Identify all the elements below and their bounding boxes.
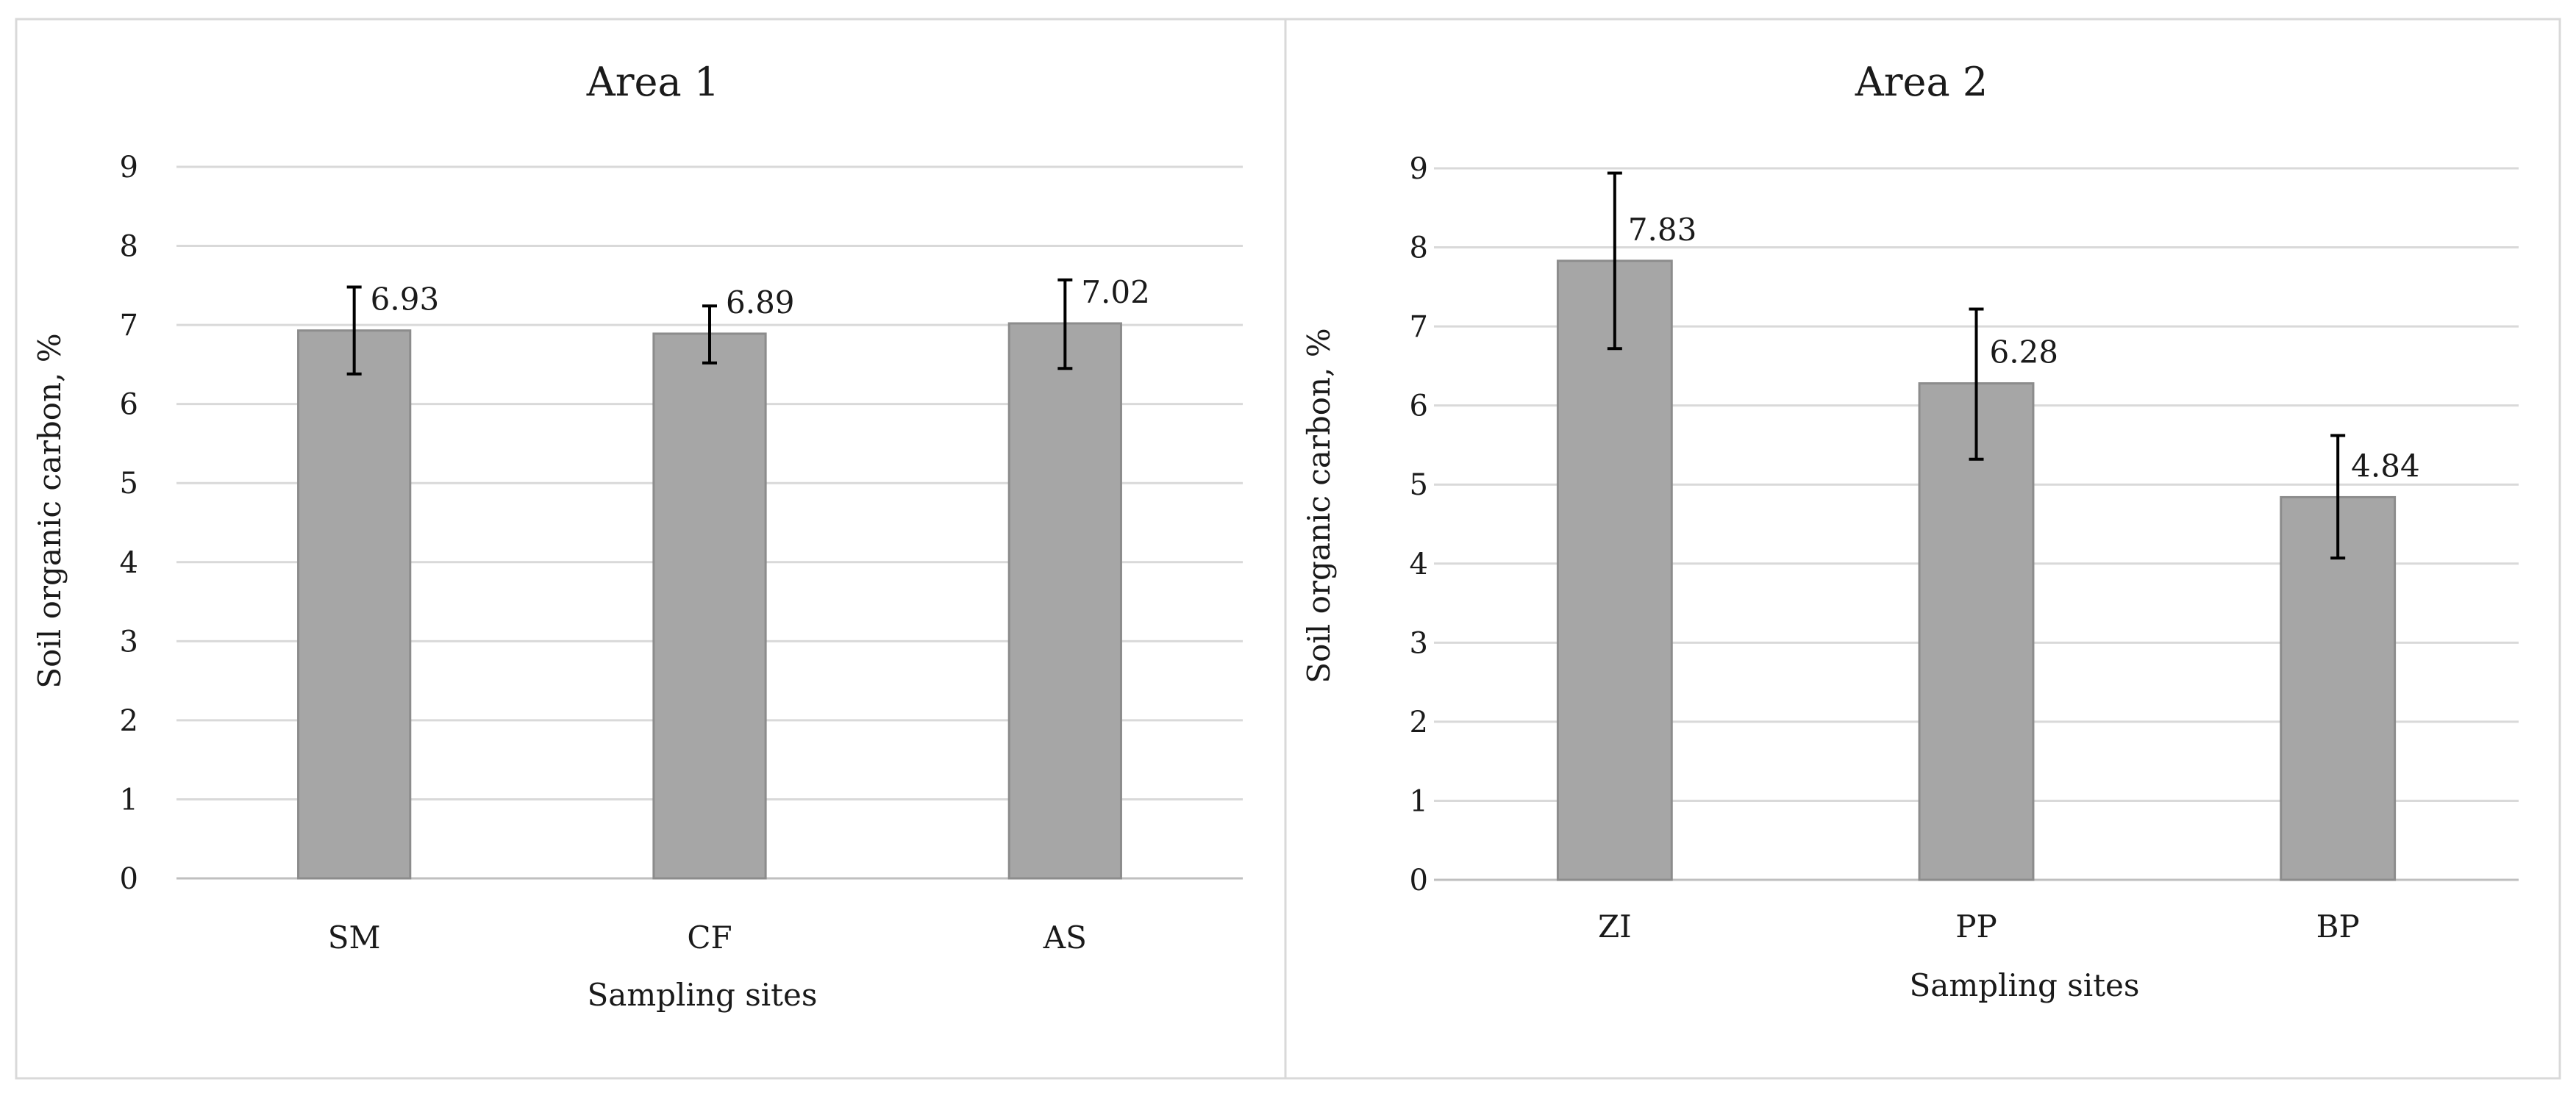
y-tick-label: 6 — [120, 388, 138, 422]
y-tick-label: 7 — [1410, 310, 1428, 344]
data-labels: 6.93 6.89 7.02 — [371, 274, 1150, 320]
bars — [297, 322, 1122, 880]
y-tick-label: 4 — [1410, 548, 1428, 581]
y-tick-label: 4 — [120, 546, 138, 580]
x-tick-label: AS — [1043, 920, 1087, 956]
bar — [652, 332, 767, 880]
y-tick-label: 5 — [120, 467, 138, 501]
chart-panel-area-1: Area 1 0 1 2 3 4 5 6 7 8 9 6.93 6.89 7.02 SM CF AS Sa… — [15, 18, 1287, 1080]
data-label: 7.83 — [1628, 212, 1697, 248]
x-axis-title: Sampling sites — [588, 977, 818, 1013]
x-tick-label: BP — [2316, 909, 2360, 945]
y-tick-label: 8 — [120, 230, 138, 264]
y-tick-label: 3 — [120, 625, 138, 659]
bar — [2280, 495, 2397, 881]
y-tick-label: 2 — [120, 704, 138, 738]
chart-title: Area 1 — [586, 59, 719, 105]
bar — [1918, 382, 2035, 881]
chart-title: Area 2 — [1855, 59, 1988, 105]
y-tick-label: 8 — [1410, 232, 1428, 265]
data-label: 6.93 — [371, 282, 440, 318]
y-tick-label: 5 — [1410, 468, 1428, 502]
data-labels: 7.83 6.28 4.84 — [1628, 212, 2420, 484]
x-tick-label: CF — [687, 920, 732, 956]
y-axis-title: Soil organic carbon, % — [32, 333, 68, 688]
y-axis-title: Soil organic carbon, % — [1301, 328, 1337, 683]
y-tick-label: 3 — [1410, 626, 1428, 660]
x-tick-label: SM — [328, 920, 381, 956]
y-tick-label: 0 — [120, 862, 138, 896]
y-tick-label: 7 — [120, 309, 138, 343]
x-tick-labels: ZI PP BP — [1598, 909, 2360, 945]
y-tick-label: 9 — [120, 151, 138, 184]
x-tick-label: ZI — [1598, 909, 1632, 945]
y-tick-label: 2 — [1410, 706, 1428, 739]
bar — [1007, 322, 1122, 880]
y-tick-label: 9 — [1410, 152, 1428, 186]
bars — [1556, 259, 2397, 881]
y-tick-label: 6 — [1410, 390, 1428, 423]
x-axis-title: Sampling sites — [1910, 967, 2140, 1003]
chart-panel-area-2: Area 2 0 1 2 3 4 5 6 7 8 9 7.83 6.28 4.84 ZI PP BP Sa… — [1284, 18, 2561, 1080]
data-label: 4.84 — [2351, 448, 2420, 484]
bar — [297, 329, 412, 880]
data-label: 6.28 — [1990, 334, 2059, 370]
data-label: 7.02 — [1081, 274, 1150, 310]
bar — [1556, 259, 1673, 881]
x-tick-label: PP — [1955, 909, 1997, 945]
error-bars — [346, 278, 1073, 376]
data-label: 6.89 — [726, 284, 795, 320]
y-tick-labels: 0 1 2 3 4 5 6 7 8 9 — [1410, 152, 1428, 897]
y-tick-label: 1 — [120, 783, 138, 817]
y-tick-label: 0 — [1410, 864, 1428, 897]
y-tick-labels: 0 1 2 3 4 5 6 7 8 9 — [120, 151, 138, 896]
y-tick-label: 1 — [1410, 784, 1428, 818]
error-bars — [1607, 171, 2346, 560]
x-tick-labels: SM CF AS — [328, 920, 1087, 956]
